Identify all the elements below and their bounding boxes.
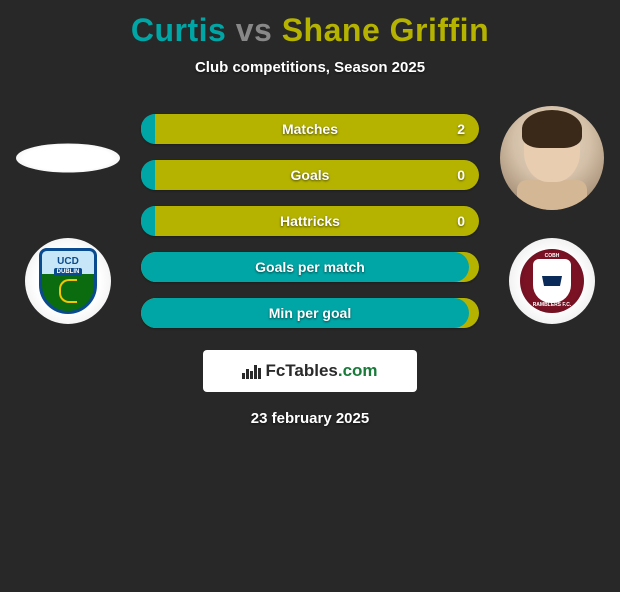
club2-bottom: RAMBLERS F.C. bbox=[533, 302, 572, 308]
club1-city: DUBLIN bbox=[54, 268, 83, 276]
player1-club-badge: UCD DUBLIN bbox=[25, 238, 111, 324]
cobh-crest-icon: COBH RAMBLERS F.C. bbox=[520, 249, 584, 313]
player2-avatar bbox=[500, 106, 604, 210]
player2-name: Shane Griffin bbox=[282, 12, 489, 48]
player1-column: UCD DUBLIN bbox=[8, 106, 128, 324]
club1-name: UCD bbox=[57, 257, 79, 267]
stat-bar-player1-fill bbox=[141, 206, 155, 236]
ucd-shield-icon: UCD DUBLIN bbox=[39, 248, 97, 314]
stat-label: Matches bbox=[141, 121, 479, 137]
snapshot-date: 23 february 2025 bbox=[0, 410, 620, 427]
player1-avatar bbox=[16, 143, 120, 172]
comparison-title: Curtis vs Shane Griffin bbox=[0, 12, 620, 49]
competition-subtitle: Club competitions, Season 2025 bbox=[0, 59, 620, 76]
stat-value-player2: 2 bbox=[457, 121, 465, 137]
stats-bars: Matches2Goals0Hattricks0Goals per matchM… bbox=[141, 114, 479, 328]
bar-chart-icon bbox=[242, 363, 261, 379]
vs-separator: vs bbox=[236, 12, 273, 48]
player2-club-badge: COBH RAMBLERS F.C. bbox=[509, 238, 595, 324]
stat-label: Hattricks bbox=[141, 213, 479, 229]
stat-bar: Min per goal bbox=[141, 298, 479, 328]
stat-bar: Hattricks0 bbox=[141, 206, 479, 236]
stat-bar-player1-fill bbox=[141, 114, 155, 144]
ship-icon bbox=[542, 276, 562, 286]
player2-column: COBH RAMBLERS F.C. bbox=[492, 106, 612, 324]
stat-bar-player1-fill bbox=[141, 160, 155, 190]
stat-bar: Matches2 bbox=[141, 114, 479, 144]
harp-icon bbox=[59, 279, 77, 303]
stat-value-player2: 0 bbox=[457, 167, 465, 183]
player1-name: Curtis bbox=[131, 12, 226, 48]
content-area: UCD DUBLIN COBH RAMBLERS F.C. Matches2 Go… bbox=[0, 114, 620, 328]
stat-bar-player1-fill bbox=[141, 252, 469, 282]
brand-box: FcTables.com bbox=[203, 350, 417, 392]
stat-value-player2: 0 bbox=[457, 213, 465, 229]
stat-bar-player1-fill bbox=[141, 298, 469, 328]
stat-label: Goals bbox=[141, 167, 479, 183]
club2-top: COBH bbox=[545, 253, 560, 259]
stat-bar: Goals0 bbox=[141, 160, 479, 190]
stat-bar: Goals per match bbox=[141, 252, 479, 282]
brand-text: FcTables.com bbox=[265, 361, 377, 381]
